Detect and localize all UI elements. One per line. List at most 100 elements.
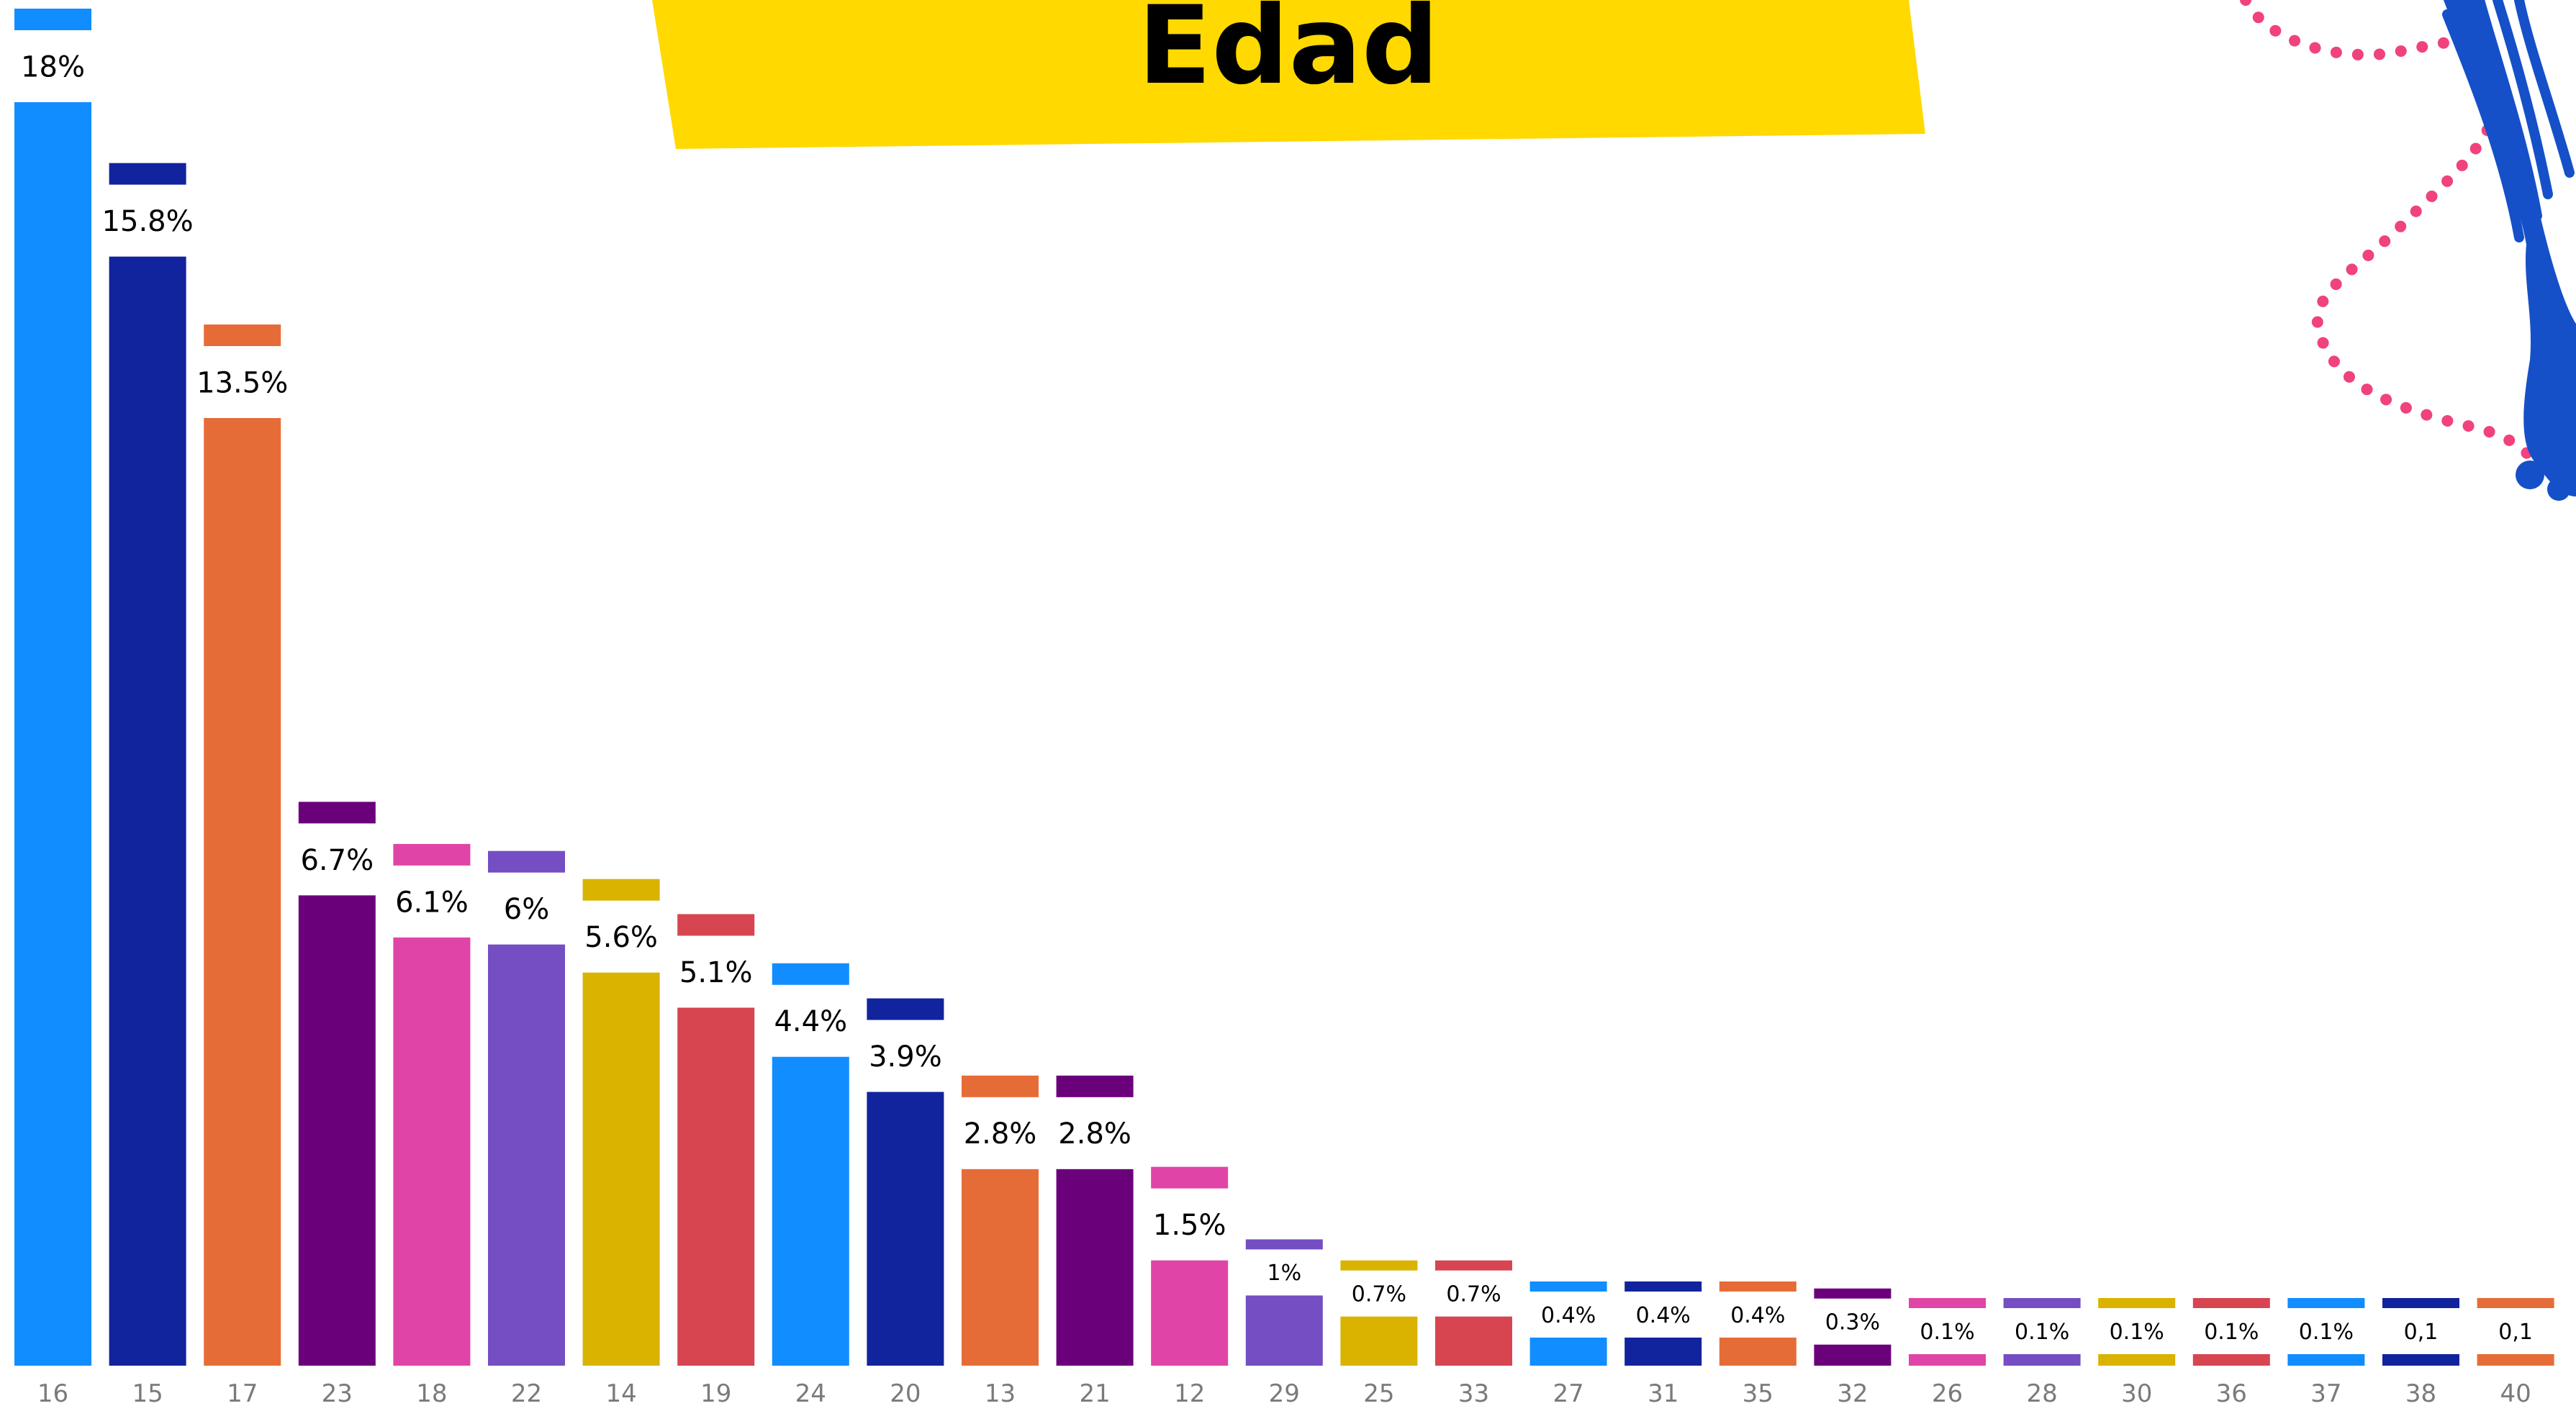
bar-33	[1435, 1316, 1512, 1366]
data-label-31: 0.4%	[1636, 1303, 1691, 1328]
data-label-25: 0.7%	[1352, 1282, 1406, 1307]
bar-35	[1719, 1337, 1797, 1366]
x-tick-37: 37	[2310, 1379, 2341, 1408]
bar-cap-26	[1909, 1298, 1986, 1308]
x-tick-21: 21	[1079, 1379, 1110, 1408]
bar-38	[2382, 1354, 2459, 1366]
bar-cap-18	[393, 843, 471, 866]
bar-cap-37	[2287, 1298, 2365, 1308]
data-label-38: 0,1	[2404, 1320, 2439, 1345]
bar-cap-17	[204, 325, 281, 346]
bar-cap-30	[2098, 1298, 2176, 1308]
figure-foot	[2547, 478, 2570, 501]
bar-cap-38	[2382, 1298, 2459, 1308]
x-tick-17: 17	[227, 1379, 258, 1408]
x-tick-18: 18	[416, 1379, 447, 1408]
bar-cap-24	[772, 963, 849, 985]
data-label-21: 2.8%	[1058, 1117, 1131, 1151]
bar-29	[1245, 1295, 1323, 1366]
x-tick-33: 33	[1458, 1379, 1489, 1408]
data-label-37: 0.1%	[2299, 1320, 2354, 1345]
figure-hand	[2516, 460, 2544, 489]
x-tick-30: 30	[2121, 1379, 2152, 1408]
x-tick-16: 16	[37, 1379, 68, 1408]
dotted-trail	[2240, 0, 2539, 466]
data-label-22: 6%	[504, 893, 549, 926]
bar-cap-21	[1056, 1075, 1134, 1097]
figure-strand-1	[2457, 2, 2521, 214]
x-axis-ticks: 16 15 17 23 18 22 14 19 24 20 13 21 12 29 25 33 27 31 35 32…	[37, 1379, 2531, 1408]
bar-27	[1529, 1337, 1607, 1366]
x-tick-29: 29	[1269, 1379, 1300, 1408]
x-tick-12: 12	[1174, 1379, 1205, 1408]
bar-cap-40	[2477, 1298, 2554, 1308]
bar-16	[14, 102, 91, 1366]
bar-26	[1909, 1354, 1986, 1366]
x-tick-23: 23	[322, 1379, 353, 1408]
bar-36	[2192, 1354, 2270, 1366]
bar-28	[2003, 1354, 2081, 1366]
x-tick-25: 25	[1363, 1379, 1394, 1408]
data-label-30: 0.1%	[2110, 1320, 2164, 1345]
title-banner: Edad	[652, 0, 1925, 149]
bar-20	[867, 1092, 944, 1366]
bar-37	[2287, 1354, 2365, 1366]
bar-cap-19	[677, 914, 755, 936]
data-label-19: 5.1%	[679, 956, 753, 989]
bar-23	[298, 895, 376, 1366]
data-label-40: 0,1	[2498, 1320, 2533, 1345]
bar-24	[772, 1056, 849, 1366]
bar-15	[109, 256, 186, 1366]
x-tick-26: 26	[1932, 1379, 1963, 1408]
bar-40	[2477, 1354, 2554, 1366]
data-label-20: 3.9%	[869, 1040, 942, 1074]
bar-cap-29	[1245, 1239, 1323, 1250]
data-label-16: 18%	[21, 50, 85, 83]
x-tick-13: 13	[985, 1379, 1016, 1408]
data-label-18: 6.1%	[395, 886, 469, 919]
bar-13	[962, 1169, 1039, 1366]
x-tick-36: 36	[2216, 1379, 2247, 1408]
x-tick-40: 40	[2500, 1379, 2531, 1408]
figure-strand-4	[2514, 0, 2575, 178]
x-tick-19: 19	[700, 1379, 731, 1408]
data-label-12: 1.5%	[1153, 1209, 1226, 1242]
data-label-35: 0.4%	[1730, 1303, 1785, 1328]
bar-12	[1151, 1260, 1229, 1366]
x-tick-27: 27	[1553, 1379, 1583, 1408]
bar-cap-22	[488, 850, 565, 873]
data-label-23: 6.7%	[300, 844, 374, 877]
data-label-13: 2.8%	[964, 1117, 1037, 1151]
x-tick-24: 24	[795, 1379, 826, 1408]
bar-21	[1056, 1169, 1134, 1366]
bar-cap-12	[1151, 1166, 1229, 1189]
bar-17	[204, 418, 281, 1366]
bar-cap-31	[1624, 1281, 1702, 1292]
bar-30	[2098, 1354, 2176, 1366]
bar-14	[582, 972, 660, 1366]
data-label-15: 15.8%	[102, 205, 194, 238]
figure-silhouette	[2444, 0, 2576, 496]
x-tick-22: 22	[511, 1379, 542, 1408]
data-label-17: 13.5%	[196, 366, 288, 399]
bar-cap-25	[1340, 1260, 1418, 1271]
data-label-14: 5.6%	[584, 921, 658, 954]
x-tick-15: 15	[132, 1379, 163, 1408]
bar-cap-35	[1719, 1281, 1797, 1292]
title-banner-shape	[652, 0, 1925, 149]
x-tick-32: 32	[1837, 1379, 1868, 1408]
bars-group	[14, 9, 2554, 1366]
bar-cap-28	[2003, 1298, 2081, 1308]
data-label-32: 0.3%	[1825, 1310, 1880, 1335]
data-label-29: 1%	[1267, 1261, 1302, 1286]
x-tick-38: 38	[2405, 1379, 2436, 1408]
figure-with-dotted-trail-icon	[2240, 0, 2576, 501]
data-label-26: 0.1%	[1920, 1320, 1974, 1345]
bar-cap-13	[962, 1075, 1039, 1097]
bar-cap-36	[2192, 1298, 2270, 1308]
data-label-24: 4.4%	[774, 1005, 847, 1038]
bar-cap-32	[1814, 1288, 1892, 1299]
bar-31	[1624, 1337, 1702, 1366]
bar-cap-27	[1529, 1281, 1607, 1292]
